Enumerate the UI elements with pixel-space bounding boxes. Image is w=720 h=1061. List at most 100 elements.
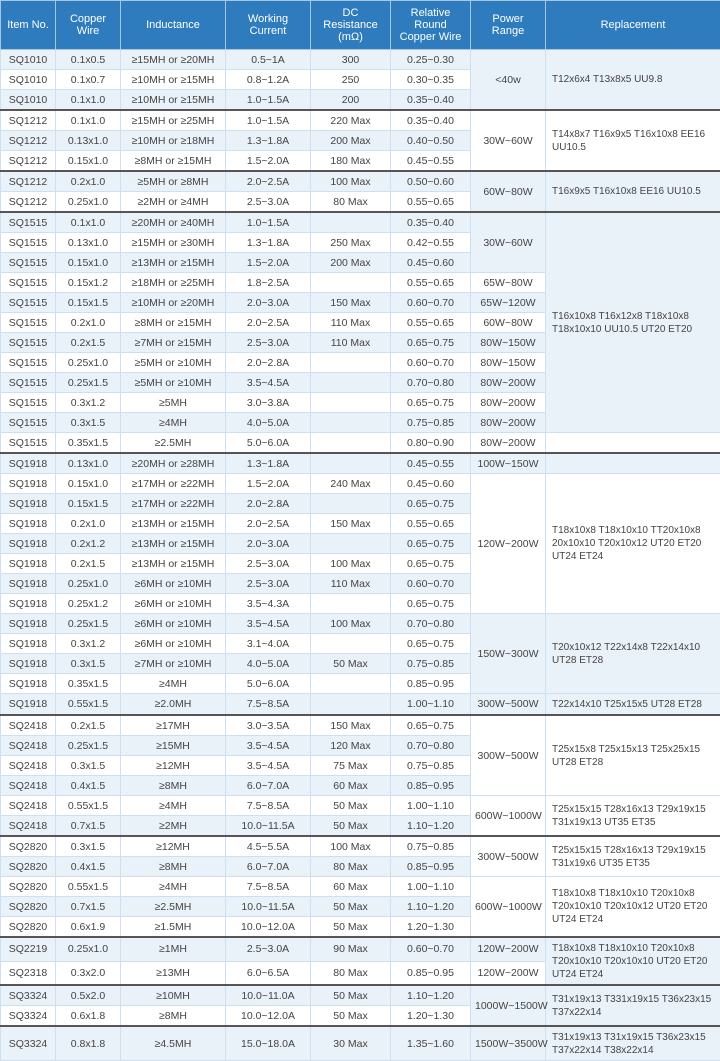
inductance: ≥8MH or ≥15MH bbox=[121, 313, 226, 333]
power-range: 120W~200W bbox=[471, 937, 546, 961]
inductance: ≥8MH bbox=[121, 1006, 226, 1027]
item-no: SQ1515 bbox=[1, 233, 56, 253]
copper-wire: 0.3x1.5 bbox=[56, 654, 121, 674]
item-no: SQ1918 bbox=[1, 534, 56, 554]
dc-resistance: 90 Max bbox=[311, 937, 391, 961]
inductance: ≥18MH or ≥25MH bbox=[121, 273, 226, 293]
relative-round: 0.60~0.70 bbox=[391, 353, 471, 373]
copper-wire: 0.2x1.5 bbox=[56, 715, 121, 736]
copper-wire: 0.15x1.5 bbox=[56, 494, 121, 514]
working-current: 1.5~2.0A bbox=[226, 253, 311, 273]
dc-resistance: 110 Max bbox=[311, 313, 391, 333]
working-current: 3.5~4.5A bbox=[226, 373, 311, 393]
relative-round: 0.40~0.50 bbox=[391, 131, 471, 151]
inductance: ≥6MH or ≥10MH bbox=[121, 634, 226, 654]
working-current: 5.0~6.0A bbox=[226, 433, 311, 454]
dc-resistance: 100 Max bbox=[311, 171, 391, 192]
copper-wire: 0.8x1.8 bbox=[56, 1026, 121, 1061]
copper-wire: 0.25x1.5 bbox=[56, 614, 121, 634]
copper-wire: 0.4x1.5 bbox=[56, 857, 121, 877]
copper-wire: 0.2x1.0 bbox=[56, 171, 121, 192]
working-current: 1.5~2.0A bbox=[226, 151, 311, 172]
inductance: ≥8MH or ≥15MH bbox=[121, 151, 226, 172]
inductance: ≥5MH or ≥10MH bbox=[121, 373, 226, 393]
copper-wire: 0.13x1.0 bbox=[56, 233, 121, 253]
item-no: SQ2418 bbox=[1, 776, 56, 796]
relative-round: 0.55~0.65 bbox=[391, 192, 471, 213]
working-current: 3.5~4.3A bbox=[226, 594, 311, 614]
replacement: T16x10x8 T16x12x8 T18x10x8 T18x10x10 UU1… bbox=[546, 212, 720, 433]
copper-wire: 0.15x1.0 bbox=[56, 151, 121, 172]
replacement: T31x19x13 T331x19x15 T36x23x15 T37x22x14 bbox=[546, 985, 720, 1026]
item-no: SQ1918 bbox=[1, 453, 56, 474]
working-current: 3.1~4.0A bbox=[226, 634, 311, 654]
dc-resistance bbox=[311, 353, 391, 373]
working-current: 2.0~2.5A bbox=[226, 313, 311, 333]
copper-wire: 0.2x1.2 bbox=[56, 534, 121, 554]
dc-resistance: 110 Max bbox=[311, 574, 391, 594]
working-current: 10.0~12.0A bbox=[226, 917, 311, 938]
relative-round: 0.75~0.85 bbox=[391, 836, 471, 857]
inductance: ≥4MH bbox=[121, 674, 226, 694]
replacement bbox=[546, 453, 720, 474]
dc-resistance bbox=[311, 634, 391, 654]
inductance: ≥6MH or ≥10MH bbox=[121, 594, 226, 614]
copper-wire: 0.6x1.8 bbox=[56, 1006, 121, 1027]
item-no: SQ1918 bbox=[1, 514, 56, 534]
dc-resistance: 100 Max bbox=[311, 836, 391, 857]
relative-round: 0.85~0.95 bbox=[391, 857, 471, 877]
copper-wire: 0.1x1.0 bbox=[56, 110, 121, 131]
working-current: 2.5~3.0A bbox=[226, 554, 311, 574]
power-range: 60W~80W bbox=[471, 313, 546, 333]
inductance: ≥13MH or ≥15MH bbox=[121, 554, 226, 574]
inductance: ≥13MH or ≥15MH bbox=[121, 534, 226, 554]
copper-wire: 0.25x1.5 bbox=[56, 736, 121, 756]
working-current: 6.0~7.0A bbox=[226, 776, 311, 796]
power-range: 65W~80W bbox=[471, 273, 546, 293]
dc-resistance: 60 Max bbox=[311, 877, 391, 897]
inductance: ≥15MH or ≥30MH bbox=[121, 233, 226, 253]
relative-round: 0.65~0.75 bbox=[391, 594, 471, 614]
dc-resistance bbox=[311, 674, 391, 694]
inductance: ≥6MH or ≥10MH bbox=[121, 614, 226, 634]
inductance: ≥20MH or ≥40MH bbox=[121, 212, 226, 233]
power-range: 80W~200W bbox=[471, 393, 546, 413]
power-range: 600W~1000W bbox=[471, 796, 546, 837]
item-no: SQ1010 bbox=[1, 50, 56, 70]
table-row: SQ33240.5x2.0≥10MH10.0~11.0A50 Max1.10~1… bbox=[1, 985, 720, 1006]
copper-wire: 0.2x1.0 bbox=[56, 514, 121, 534]
col-header-2: Inductance bbox=[121, 1, 226, 50]
item-no: SQ1918 bbox=[1, 614, 56, 634]
inductance: ≥8MH bbox=[121, 776, 226, 796]
copper-wire: 0.25x1.0 bbox=[56, 574, 121, 594]
item-no: SQ2820 bbox=[1, 857, 56, 877]
relative-round: 1.00~1.10 bbox=[391, 796, 471, 816]
dc-resistance: 50 Max bbox=[311, 897, 391, 917]
inductance: ≥15MH bbox=[121, 736, 226, 756]
copper-wire: 0.1x0.5 bbox=[56, 50, 121, 70]
dc-resistance: 120 Max bbox=[311, 736, 391, 756]
power-range: 65W~120W bbox=[471, 293, 546, 313]
dc-resistance: 100 Max bbox=[311, 554, 391, 574]
working-current: 2.5~3.0A bbox=[226, 333, 311, 353]
power-range: 300W~500W bbox=[471, 715, 546, 796]
power-range: 1500W~3500W bbox=[471, 1026, 546, 1061]
relative-round: 0.65~0.75 bbox=[391, 634, 471, 654]
copper-wire: 0.15x1.0 bbox=[56, 253, 121, 273]
item-no: SQ2318 bbox=[1, 961, 56, 985]
dc-resistance: 75 Max bbox=[311, 756, 391, 776]
inductance: ≥5MH bbox=[121, 393, 226, 413]
item-no: SQ1515 bbox=[1, 413, 56, 433]
item-no: SQ1515 bbox=[1, 313, 56, 333]
working-current: 10.0~11.5A bbox=[226, 816, 311, 837]
dc-resistance: 60 Max bbox=[311, 776, 391, 796]
item-no: SQ1918 bbox=[1, 634, 56, 654]
inductance: ≥13MH or ≥15MH bbox=[121, 253, 226, 273]
relative-round: 0.55~0.65 bbox=[391, 273, 471, 293]
working-current: 2.5~3.0A bbox=[226, 574, 311, 594]
copper-wire: 0.15x1.5 bbox=[56, 293, 121, 313]
relative-round: 0.65~0.75 bbox=[391, 494, 471, 514]
inductance: ≥17MH bbox=[121, 715, 226, 736]
relative-round: 0.35~0.40 bbox=[391, 212, 471, 233]
table-row: SQ12120.2x1.0≥5MH or ≥8MH2.0~2.5A100 Max… bbox=[1, 171, 720, 192]
